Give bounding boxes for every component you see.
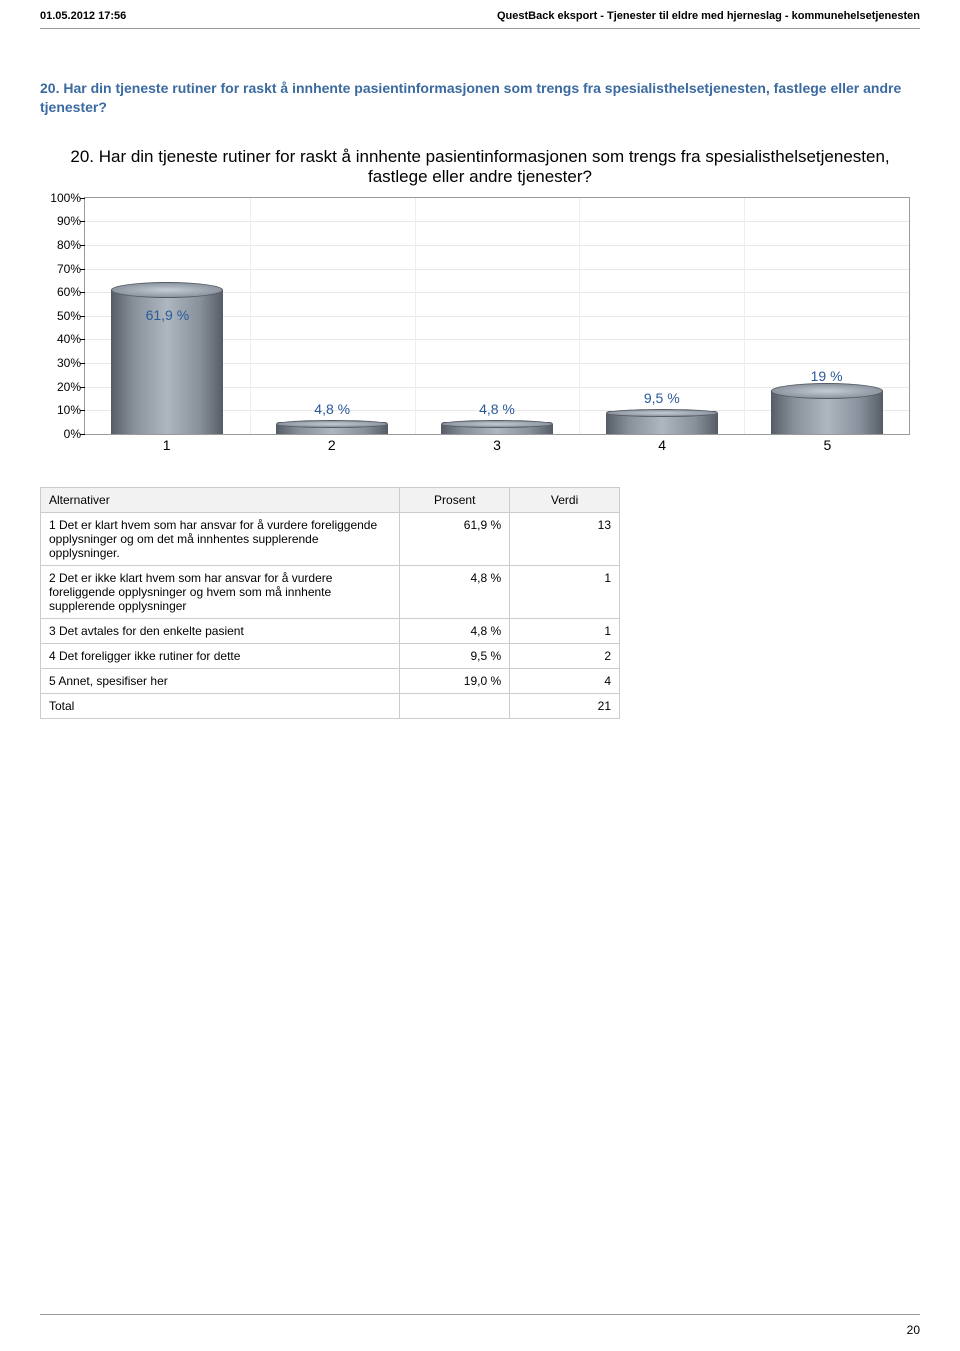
table-header-prosent: Prosent (400, 487, 510, 512)
table-cell-label: 3 Det avtales for den enkelte pasient (41, 618, 400, 643)
chart-bars: 61,9 % 4,8 % 4,8 % 9,5 % 19 % (85, 198, 909, 434)
x-axis-labels: 12345 (84, 435, 910, 457)
page-number: 20 (907, 1323, 920, 1337)
table-total-label: Total (41, 693, 400, 718)
table-cell-percent: 61,9 % (400, 512, 510, 565)
x-axis-label: 4 (580, 435, 745, 457)
table-cell-label: 1 Det er klart hvem som har ansvar for å… (41, 512, 400, 565)
results-table: Alternativer Prosent Verdi 1 Det er klar… (40, 487, 620, 719)
chart-bar: 9,5 % (606, 411, 718, 433)
bar-value-label: 19 % (811, 368, 843, 384)
bar-slot: 4,8 % (415, 198, 580, 434)
bar-chart: 20. Har din tjeneste rutiner for raskt å… (40, 147, 920, 457)
bar-value-label: 9,5 % (644, 390, 680, 406)
y-axis-label: 90% (41, 214, 81, 228)
table-cell-value: 13 (510, 512, 620, 565)
x-axis-label: 2 (249, 435, 414, 457)
header-export-title: QuestBack eksport - Tjenester til eldre … (497, 10, 920, 22)
table-cell-label: 5 Annet, spesifiser her (41, 668, 400, 693)
x-axis-label: 5 (745, 435, 910, 457)
table-cell-value: 2 (510, 643, 620, 668)
bar-value-label: 61,9 % (146, 307, 190, 323)
table-cell-percent: 19,0 % (400, 668, 510, 693)
table-total-value: 21 (510, 693, 620, 718)
table-row: 5 Annet, spesifiser her19,0 %4 (41, 668, 620, 693)
table-header-verdi: Verdi (510, 487, 620, 512)
table-cell-value: 1 (510, 565, 620, 618)
header-divider (40, 28, 920, 29)
y-axis-label: 10% (41, 403, 81, 417)
y-axis-label: 100% (41, 191, 81, 205)
bar-slot: 19 % (744, 198, 909, 434)
bar-value-label: 4,8 % (479, 401, 515, 417)
bar-value-label: 4,8 % (314, 401, 350, 417)
footer-divider (40, 1314, 920, 1315)
chart-title: 20. Har din tjeneste rutiner for raskt å… (40, 147, 920, 187)
y-axis-label: 60% (41, 285, 81, 299)
y-axis-label: 40% (41, 332, 81, 346)
y-axis-label: 50% (41, 309, 81, 323)
table-cell-value: 1 (510, 618, 620, 643)
y-axis-label: 70% (41, 262, 81, 276)
table-cell-label: 2 Det er ikke klart hvem som har ansvar … (41, 565, 400, 618)
chart-bar: 4,8 % (441, 422, 553, 433)
bar-slot: 61,9 % (85, 198, 250, 434)
question-heading: 20. Har din tjeneste rutiner for raskt å… (40, 79, 920, 117)
x-axis-label: 1 (84, 435, 249, 457)
table-row: 2 Det er ikke klart hvem som har ansvar … (41, 565, 620, 618)
table-row-total: Total 21 (41, 693, 620, 718)
table-total-percent (400, 693, 510, 718)
y-axis-label: 0% (41, 427, 81, 441)
header-timestamp: 01.05.2012 17:56 (40, 10, 126, 22)
chart-bar: 19 % (771, 389, 883, 434)
bar-slot: 4,8 % (250, 198, 415, 434)
chart-plot: 0%10%20%30%40%50%60%70%80%90%100%61,9 %4… (84, 197, 910, 457)
table-cell-percent: 4,8 % (400, 618, 510, 643)
table-row: 3 Det avtales for den enkelte pasient4,8… (41, 618, 620, 643)
table-cell-percent: 9,5 % (400, 643, 510, 668)
y-axis-label: 30% (41, 356, 81, 370)
table-cell-label: 4 Det foreligger ikke rutiner for dette (41, 643, 400, 668)
y-axis-label: 80% (41, 238, 81, 252)
table-row: 1 Det er klart hvem som har ansvar for å… (41, 512, 620, 565)
table-cell-value: 4 (510, 668, 620, 693)
chart-bar: 4,8 % (276, 422, 388, 433)
x-axis-label: 3 (414, 435, 579, 457)
table-header-alternativer: Alternativer (41, 487, 400, 512)
table-cell-percent: 4,8 % (400, 565, 510, 618)
bar-slot: 9,5 % (579, 198, 744, 434)
chart-bar: 61,9 % (111, 288, 223, 434)
table-row: 4 Det foreligger ikke rutiner for dette9… (41, 643, 620, 668)
y-axis-label: 20% (41, 380, 81, 394)
plot-area: 0%10%20%30%40%50%60%70%80%90%100%61,9 %4… (84, 197, 910, 435)
